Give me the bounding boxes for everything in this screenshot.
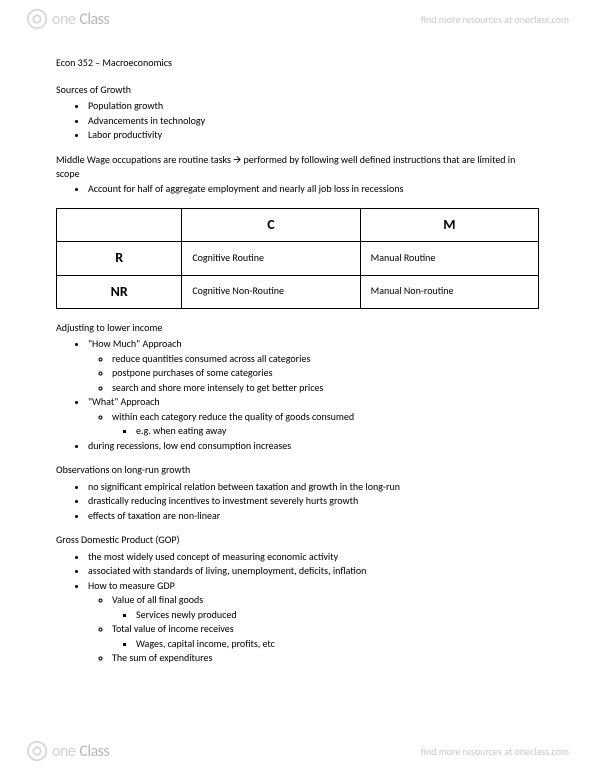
table-cell: Manual Non-routine [360, 275, 538, 308]
table-cell: Cognitive Non-Routine [182, 275, 360, 308]
routine-table: C M R Cognitive Routine Manual Routine N… [56, 208, 539, 309]
table-cell: Cognitive Routine [182, 242, 360, 275]
table-cell-empty [57, 209, 182, 242]
list-adjusting: "How Much" Approach reduce quantities co… [56, 337, 539, 453]
watermark-bottom: oneClass find more resources at oneclass… [0, 732, 595, 770]
list-item: Advancements in technology [88, 114, 539, 129]
table-header-nr: NR [57, 275, 182, 308]
list-item: Value of all final goods Services newly … [112, 593, 539, 622]
list-item: How to measure GDP Value of all final go… [88, 579, 539, 666]
list-observations: no significant empirical relation betwee… [56, 480, 539, 524]
list-item: during recessions, low end consumption i… [88, 439, 539, 454]
list-item: "How Much" Approach reduce quantities co… [88, 337, 539, 395]
list-item: Services newly produced [136, 608, 539, 623]
list-item: "What" Approach within each category red… [88, 395, 539, 439]
list-item: Population growth [88, 99, 539, 114]
page-title: Econ 352 – Macroeconomics [56, 56, 539, 71]
logo-icon [26, 740, 48, 762]
list-item-label: "What" Approach [88, 395, 160, 408]
brand-logo: oneClass [26, 740, 109, 762]
resources-link-bottom[interactable]: find more resources at oneclass.com [421, 745, 569, 758]
section-adjusting: Adjusting to lower income [56, 321, 539, 336]
table-header-c: C [182, 209, 360, 242]
section-observations: Observations on long-run growth [56, 463, 539, 478]
list-item: no significant empirical relation betwee… [88, 480, 539, 495]
table-row: R Cognitive Routine Manual Routine [57, 242, 539, 275]
list-item-label: How to measure GDP [88, 579, 175, 592]
brand-one: one [52, 742, 75, 761]
brand-class: Class [79, 10, 109, 29]
list-item: Labor productivity [88, 128, 539, 143]
list-item: drastically reducing incentives to inves… [88, 494, 539, 509]
list-gdp: the most widely used concept of measurin… [56, 550, 539, 666]
list-item: reduce quantities consumed across all ca… [112, 352, 539, 367]
list-item: Account for half of aggregate employment… [88, 182, 539, 197]
middle-wage-para: Middle Wage occupations are routine task… [56, 153, 539, 182]
list-sources: Population growth Advancements in techno… [56, 99, 539, 143]
list-item: Total value of income receives Wages, ca… [112, 622, 539, 651]
list-item: postpone purchases of some categories [112, 366, 539, 381]
table-header-m: M [360, 209, 538, 242]
list-item-label: Total value of income receives [112, 622, 234, 635]
list-item-label: "How Much" Approach [88, 337, 182, 350]
logo-icon [26, 8, 48, 30]
brand-one: one [52, 10, 75, 29]
list-middle: Account for half of aggregate employment… [56, 182, 539, 197]
list-item: The sum of expenditures [112, 651, 539, 666]
list-item: effects of taxation are non-linear [88, 509, 539, 524]
section-sources: Sources of Growth [56, 83, 539, 98]
list-item: Wages, capital income, profits, etc [136, 637, 539, 652]
list-item: e.g. when eating away [136, 424, 539, 439]
document-content: Econ 352 – Macroeconomics Sources of Gro… [0, 0, 595, 724]
list-item-label: Value of all final goods [112, 593, 203, 606]
resources-link-top[interactable]: find more resources at oneclass.com [421, 13, 569, 26]
list-item: within each category reduce the quality … [112, 410, 539, 439]
list-item-label: within each category reduce the quality … [112, 410, 354, 423]
section-gdp: Gross Domestic Product (GOP) [56, 533, 539, 548]
watermark-top: oneClass find more resources at oneclass… [0, 0, 595, 38]
table-cell: Manual Routine [360, 242, 538, 275]
table-row: C M [57, 209, 539, 242]
brand-logo: oneClass [26, 8, 109, 30]
list-item: search and shore more intensely to get b… [112, 381, 539, 396]
table-row: NR Cognitive Non-Routine Manual Non-rout… [57, 275, 539, 308]
list-item: the most widely used concept of measurin… [88, 550, 539, 565]
table-header-r: R [57, 242, 182, 275]
list-item: associated with standards of living, une… [88, 564, 539, 579]
brand-class: Class [79, 742, 109, 761]
